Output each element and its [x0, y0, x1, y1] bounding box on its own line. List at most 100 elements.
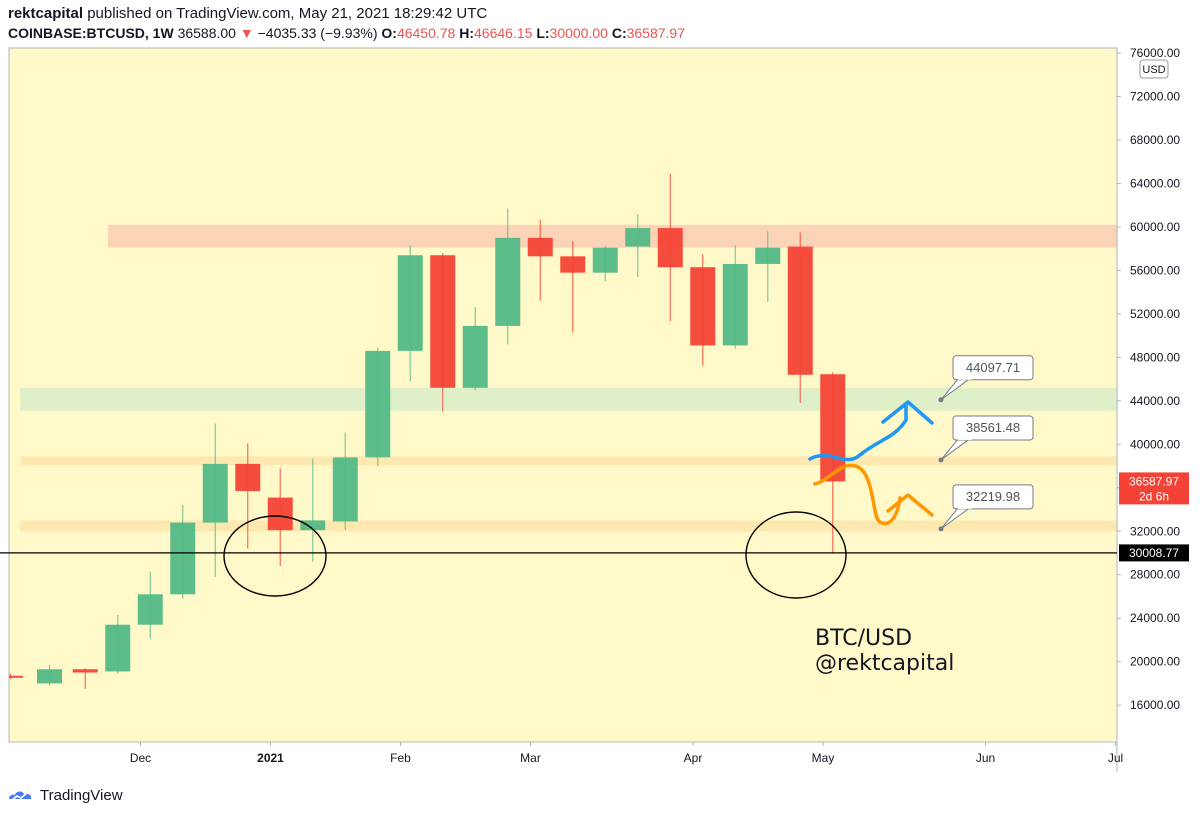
candle-body-10: [332, 457, 358, 522]
x-tick-label: Apr: [684, 751, 703, 765]
high-label: H:: [459, 25, 475, 41]
support-zone-38k: [20, 456, 1117, 465]
candles-layer: [9, 173, 846, 689]
current-price-badge: [1119, 472, 1189, 505]
y-tick-label: 60000.00: [1130, 220, 1180, 234]
callout-box-0: [952, 355, 1034, 381]
y-tick-label: 68000.00: [1130, 133, 1180, 147]
candle-body-19: [625, 228, 651, 247]
candle-body-2: [72, 669, 98, 673]
candle-body-4: [137, 594, 163, 625]
watermark-handle: @rektcapital: [815, 651, 954, 676]
price-callouts-layer: 44097.71 38561.48 32219.98: [938, 355, 1034, 532]
current-price-label: 36587.97: [1129, 474, 1179, 488]
candle-body-25: [820, 374, 846, 482]
callout-box-1: [952, 415, 1034, 441]
wick-circle-left[interactable]: [223, 515, 327, 597]
down-arrow-icon: ▼: [239, 25, 254, 41]
callout-label-0: 44097.71: [966, 360, 1020, 375]
bullish-arrow-head-icon: [881, 400, 934, 425]
callout-label-2: 32219.98: [966, 489, 1020, 504]
y-tick-label: 20000.00: [1130, 655, 1180, 669]
candle-body-5: [170, 522, 196, 595]
candle-body-8: [267, 497, 293, 531]
currency-badge[interactable]: [1139, 59, 1169, 79]
bearish-projection-path[interactable]: [813, 463, 902, 526]
x-tick-label: Dec: [130, 751, 151, 765]
y-tick-label: 76000.00: [1130, 46, 1180, 60]
time-axis[interactable]: Dec 2021 Feb Mar Apr May Jun Jul: [130, 742, 1123, 765]
candle-body-7: [235, 463, 261, 492]
candle-body-18: [592, 247, 618, 273]
support-zone-32k: [20, 520, 1117, 532]
candle-body-11: [365, 350, 391, 458]
candle-body-13: [430, 255, 456, 388]
price-change: −4035.33 (−9.93%): [257, 25, 378, 41]
candle-countdown-label: 2d 6h: [1139, 489, 1169, 503]
publish-header: rektcapital published on TradingView.com…: [8, 5, 487, 22]
candle-body-17: [560, 256, 586, 273]
close-value: 36587.97: [626, 25, 686, 41]
support-line-price-label: 30008.77: [1129, 546, 1179, 560]
open-label: O:: [381, 25, 397, 41]
y-tick-label: 44000.00: [1130, 394, 1180, 408]
x-tick-label: Feb: [390, 751, 411, 765]
x-tick-label: May: [812, 751, 835, 765]
candle-body-0: [9, 675, 23, 678]
callout-label-1: 38561.48: [966, 420, 1020, 435]
callout-joint-0: [958, 375, 972, 380]
candle-body-22: [722, 263, 748, 346]
callout-joint-1: [958, 435, 972, 440]
candle-body-21: [690, 267, 716, 346]
footer-brand[interactable]: TradingView: [6, 786, 123, 804]
y-tick-label: 64000.00: [1130, 177, 1180, 191]
resistance-zone-60k: [108, 224, 1117, 248]
x-tick-label: Jul: [1108, 751, 1123, 765]
candle-body-1: [37, 669, 62, 684]
published-text: published on TradingView.com, May 21, 20…: [87, 5, 488, 22]
y-tick-label: 28000.00: [1130, 568, 1180, 582]
candle-body-9: [300, 520, 326, 531]
candle-body-20: [657, 228, 683, 268]
y-tick-label: 52000.00: [1130, 307, 1180, 321]
y-tick-label: 48000.00: [1130, 350, 1180, 364]
callout-joint-2: [958, 504, 972, 509]
wick-circle-right[interactable]: [745, 511, 847, 599]
tradingview-logo-icon: [9, 791, 32, 801]
x-tick-label: 2021: [257, 751, 284, 765]
candle-body-15: [495, 237, 521, 326]
low-label: L:: [536, 25, 550, 41]
callout-dot-1: [938, 457, 944, 463]
x-tick-label: Jun: [976, 751, 995, 765]
price-axis[interactable]: 16000.00 20000.00 24000.00 28000.00 32000.00…: [1117, 46, 1180, 712]
y-tick-label: 24000.00: [1130, 611, 1180, 625]
candle-body-12: [397, 255, 423, 351]
support-line-price-badge: [1119, 544, 1189, 562]
candle-body-14: [462, 325, 488, 388]
open-value: 46450.78: [396, 25, 456, 41]
watermark-pair: BTC/USD: [815, 626, 912, 651]
candle-body-23: [755, 247, 781, 264]
y-tick-label: 56000.00: [1130, 263, 1180, 277]
x-tick-label: Mar: [520, 751, 541, 765]
currency-label: USD: [1142, 64, 1165, 76]
candle-body-6: [202, 463, 228, 523]
symbol-label[interactable]: COINBASE:BTCUSD, 1W: [8, 25, 174, 41]
last-price: 36588.00: [177, 25, 236, 41]
low-value: 30000.00: [549, 25, 608, 41]
candle-body-3: [105, 624, 131, 672]
candle-body-16: [527, 237, 553, 257]
author-name[interactable]: rektcapital: [8, 5, 84, 22]
y-tick-label: 16000.00: [1130, 698, 1180, 712]
y-tick-label: 72000.00: [1130, 90, 1180, 104]
callout-box-2: [952, 484, 1034, 510]
close-label: C:: [611, 25, 627, 41]
high-value: 46646.15: [474, 25, 533, 41]
candle-body-24: [787, 246, 813, 375]
ohlc-legend: COINBASE:BTCUSD, 1W 36588.00 ▼ −4035.33 …: [8, 25, 685, 41]
bearish-arrow-head-icon: [886, 493, 934, 517]
bullish-projection-path[interactable]: [808, 402, 908, 462]
y-tick-label: 40000.00: [1130, 437, 1180, 451]
callout-dot-2: [938, 526, 944, 532]
